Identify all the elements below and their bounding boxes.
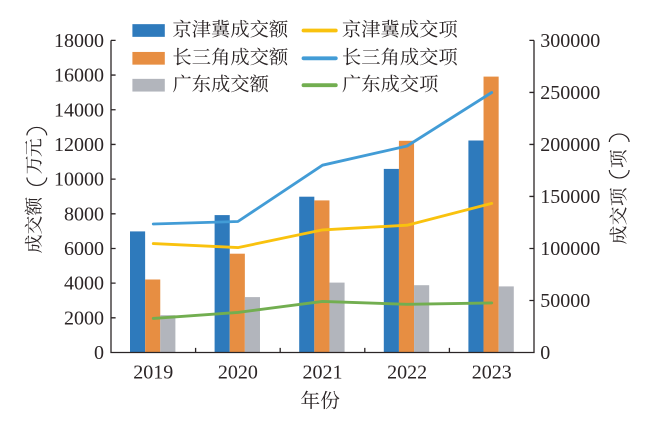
svg-text:100000: 100000 [540,238,600,260]
svg-text:2000: 2000 [64,307,104,329]
svg-text:2021: 2021 [303,361,343,383]
svg-text:14000: 14000 [54,99,104,121]
svg-text:50000: 50000 [540,290,590,312]
svg-text:0: 0 [540,342,550,364]
svg-text:150000: 150000 [540,186,600,208]
svg-text:6000: 6000 [64,238,104,260]
svg-text:2020: 2020 [218,361,258,383]
svg-text:300000: 300000 [540,30,600,52]
svg-text:0: 0 [94,342,104,364]
svg-text:10000: 10000 [54,169,104,191]
svg-text:2019: 2019 [133,361,173,383]
svg-text:4000: 4000 [64,273,104,295]
svg-text:2023: 2023 [472,361,512,383]
svg-text:12000: 12000 [54,134,104,156]
svg-text:250000: 250000 [540,82,600,104]
svg-text:8000: 8000 [64,203,104,225]
svg-text:2022: 2022 [387,361,427,383]
svg-text:18000: 18000 [54,30,104,52]
svg-text:16000: 16000 [54,65,104,87]
svg-text:200000: 200000 [540,134,600,156]
